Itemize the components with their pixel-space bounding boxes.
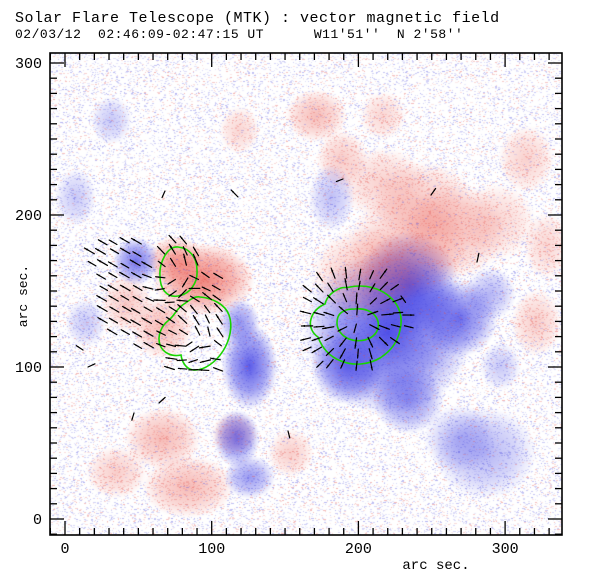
svg-text:300: 300 xyxy=(15,56,42,73)
svg-text:0: 0 xyxy=(33,512,42,529)
svg-text:0: 0 xyxy=(60,541,69,558)
svg-text:200: 200 xyxy=(15,208,42,225)
svg-text:200: 200 xyxy=(345,541,372,558)
svg-text:300: 300 xyxy=(492,541,519,558)
svg-text:100: 100 xyxy=(198,541,225,558)
svg-text:100: 100 xyxy=(15,360,42,377)
